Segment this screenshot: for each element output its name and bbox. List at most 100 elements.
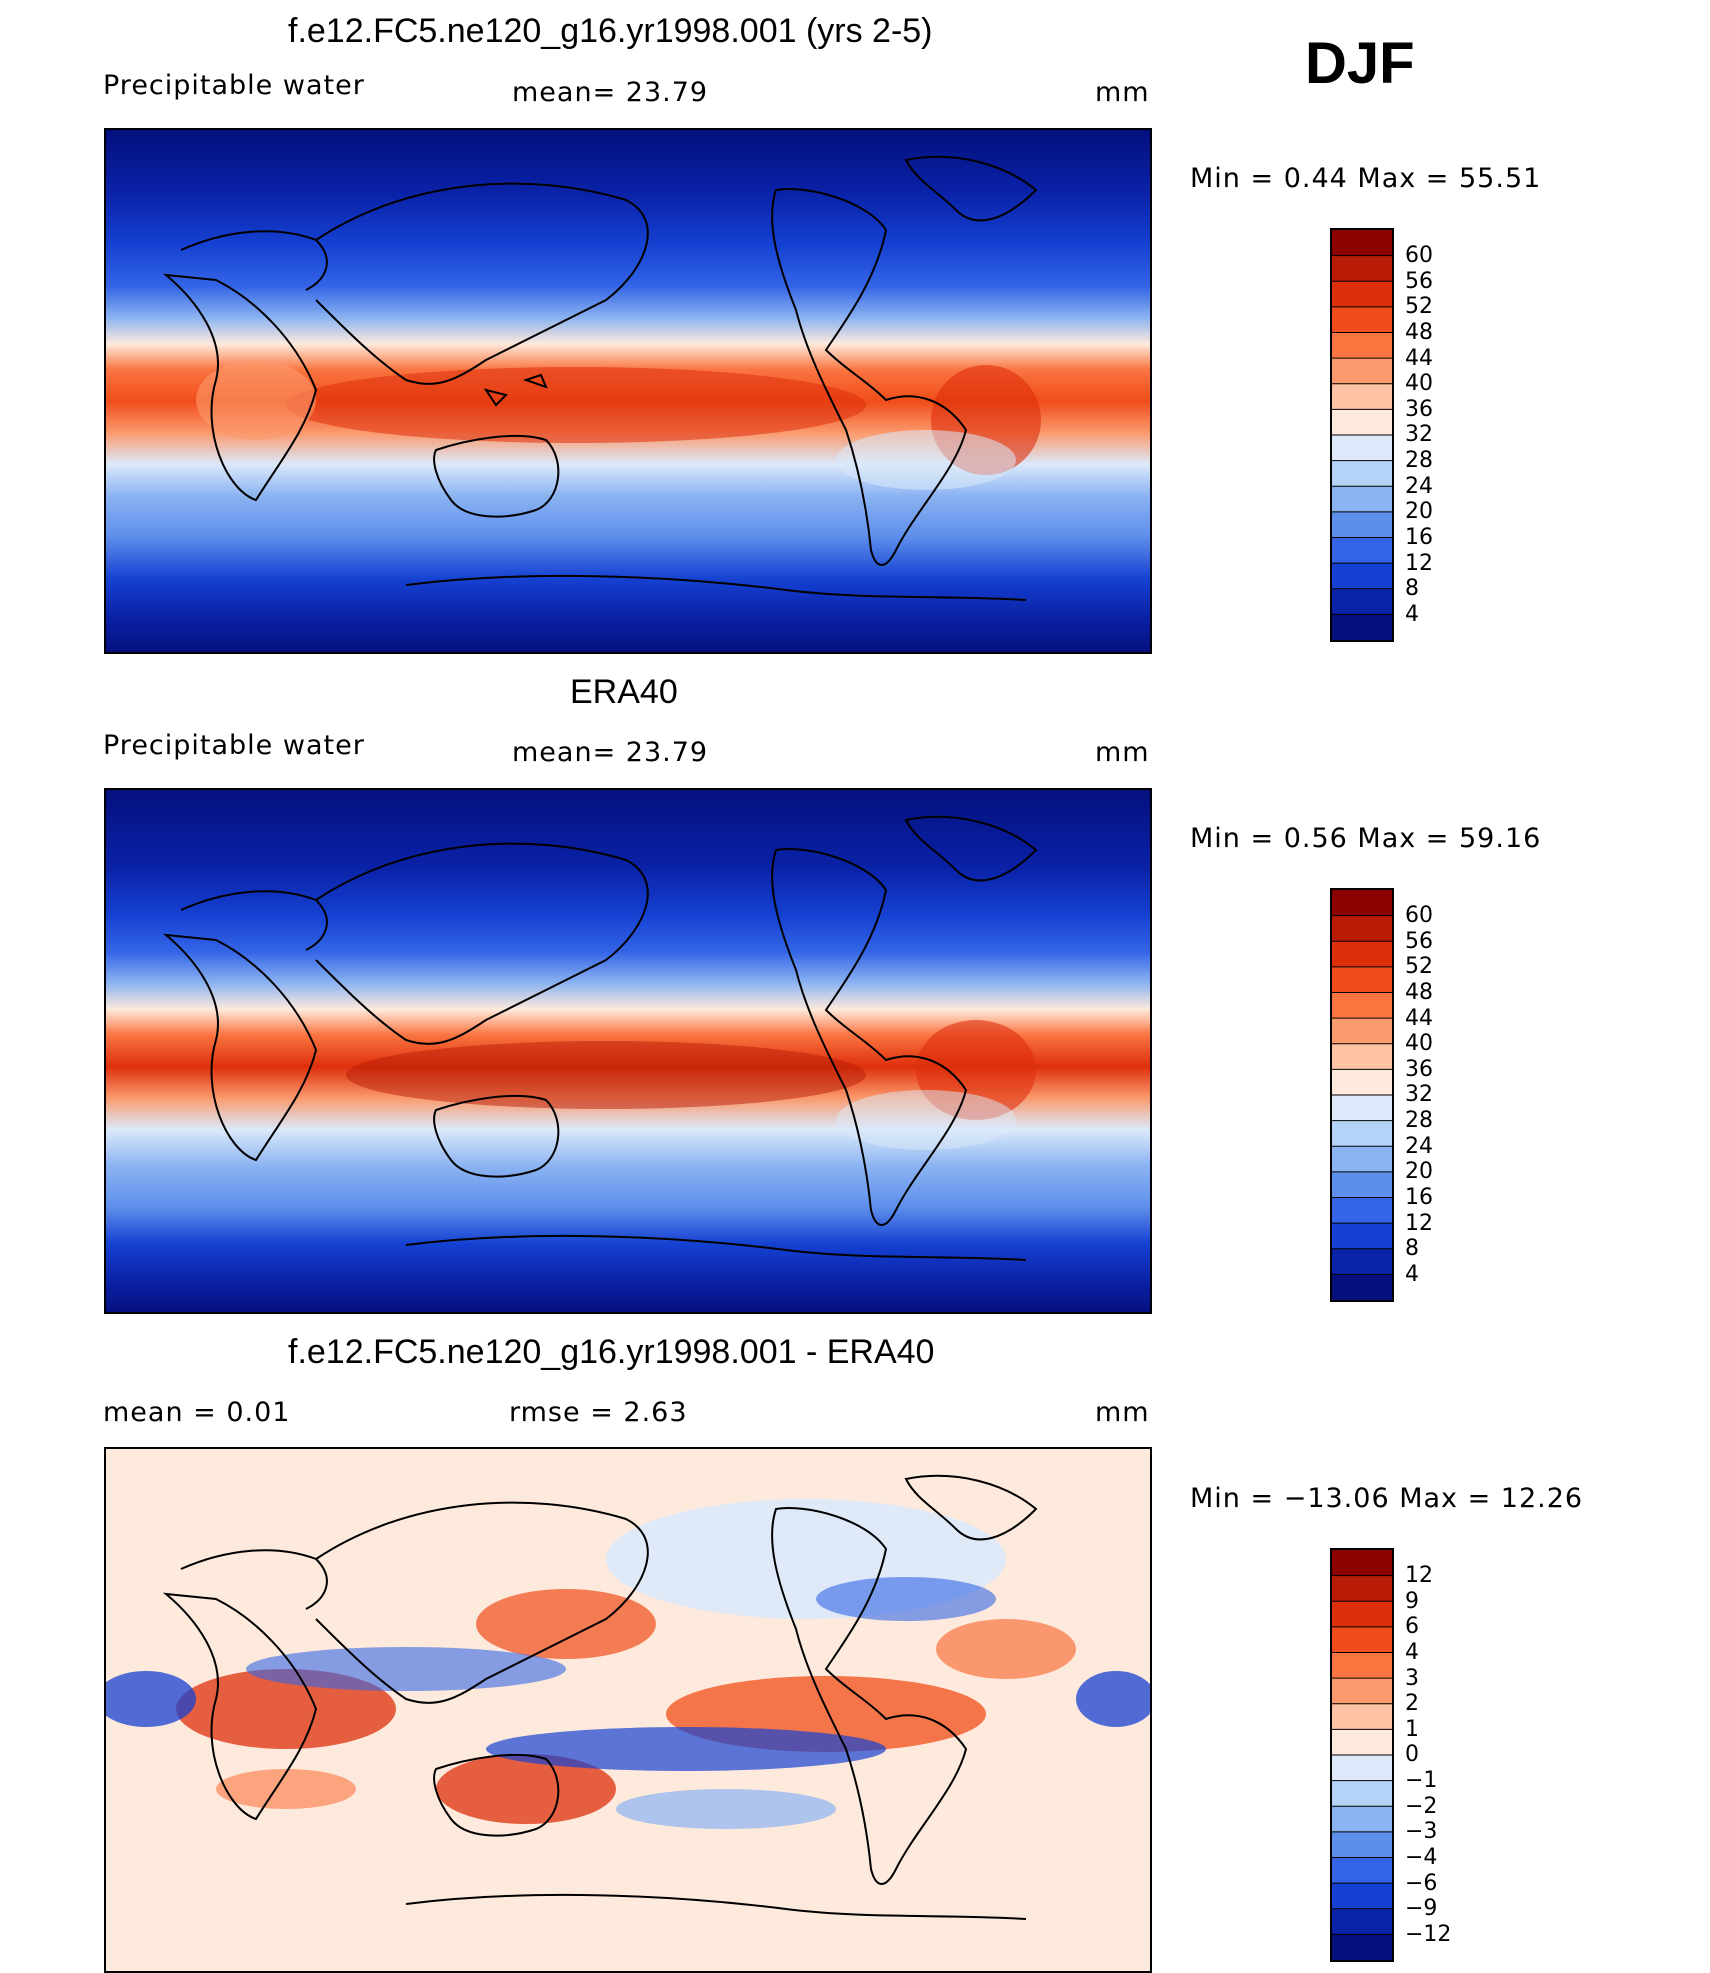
panel2-variable: Precipitable water xyxy=(103,730,365,761)
panel2-title: ERA40 xyxy=(570,673,678,711)
colorbar-label: −4 xyxy=(1405,1844,1438,1870)
colorbar-swatch xyxy=(1332,890,1392,917)
colorbar-label: 56 xyxy=(1405,928,1433,954)
panel2-mean: mean= 23.79 xyxy=(512,737,709,768)
colorbar-swatch xyxy=(1332,1755,1392,1782)
colorbar-label: 24 xyxy=(1405,1133,1433,1159)
colorbar-swatch xyxy=(1332,966,1392,993)
colorbar-label: 1 xyxy=(1405,1716,1419,1742)
colorbar-label: 12 xyxy=(1405,550,1433,576)
colorbar-swatch xyxy=(1332,1248,1392,1275)
panel1-units: mm xyxy=(1095,77,1150,108)
colorbar-swatch xyxy=(1332,1857,1392,1884)
colorbar-label: 4 xyxy=(1405,1639,1419,1665)
colorbar-swatch xyxy=(1332,941,1392,968)
colorbar-label: 24 xyxy=(1405,473,1433,499)
colorbar-swatch xyxy=(1332,1883,1392,1910)
colorbar-label: 20 xyxy=(1405,499,1433,525)
colorbar-swatch xyxy=(1332,1626,1392,1653)
colorbar-swatch xyxy=(1332,486,1392,513)
colorbar-swatch xyxy=(1332,1831,1392,1858)
colorbar-label: 3 xyxy=(1405,1665,1419,1691)
colorbar-swatch xyxy=(1332,1043,1392,1070)
colorbar-label: 6 xyxy=(1405,1614,1419,1640)
colorbar-swatch xyxy=(1332,1018,1392,1045)
colorbar-label: 2 xyxy=(1405,1691,1419,1717)
panel2-map xyxy=(104,788,1152,1314)
colorbar-label: −9 xyxy=(1405,1896,1438,1922)
panel3-mean: mean = 0.01 xyxy=(103,1397,291,1428)
colorbar-label: 60 xyxy=(1405,243,1433,268)
colorbar-swatch xyxy=(1332,1171,1392,1198)
colorbar-swatch xyxy=(1332,255,1392,282)
colorbar-swatch xyxy=(1332,1780,1392,1807)
colorbar-swatch xyxy=(1332,332,1392,359)
panel3-map xyxy=(104,1447,1152,1973)
colorbar-swatch xyxy=(1332,1934,1392,1960)
colorbar-swatch xyxy=(1332,588,1392,615)
colorbar-swatch xyxy=(1332,1146,1392,1173)
colorbar-label: 48 xyxy=(1405,319,1433,345)
colorbar-label: 40 xyxy=(1405,371,1433,397)
colorbar-swatch xyxy=(1332,1274,1392,1300)
colorbar-swatch xyxy=(1332,358,1392,385)
colorbar-swatch xyxy=(1332,1703,1392,1730)
colorbar-swatch xyxy=(1332,1069,1392,1096)
panel1-colorbar xyxy=(1330,228,1394,642)
panel2-colorbar xyxy=(1330,888,1394,1302)
colorbar-label: −12 xyxy=(1405,1921,1452,1947)
colorbar-swatch xyxy=(1332,460,1392,487)
colorbar-swatch xyxy=(1332,435,1392,462)
colorbar-swatch xyxy=(1332,511,1392,538)
colorbar-swatch xyxy=(1332,1678,1392,1705)
panel2-units: mm xyxy=(1095,737,1150,768)
colorbar-swatch xyxy=(1332,992,1392,1019)
colorbar-swatch xyxy=(1332,306,1392,333)
colorbar-label: 52 xyxy=(1405,294,1433,320)
panel3-units: mm xyxy=(1095,1397,1150,1428)
colorbar-label: 44 xyxy=(1405,345,1433,371)
colorbar-swatch xyxy=(1332,1806,1392,1833)
colorbar-swatch xyxy=(1332,1197,1392,1224)
colorbar-label: −2 xyxy=(1405,1793,1438,1819)
colorbar-swatch xyxy=(1332,614,1392,640)
colorbar-swatch xyxy=(1332,281,1392,308)
colorbar-label: 28 xyxy=(1405,448,1433,473)
panel1-minmax: Min = 0.44 Max = 55.51 xyxy=(1190,163,1542,194)
panel2-minmax: Min = 0.56 Max = 59.16 xyxy=(1190,823,1542,854)
colorbar-label: −6 xyxy=(1405,1870,1438,1896)
colorbar-label: 28 xyxy=(1405,1108,1433,1133)
colorbar-label: 32 xyxy=(1405,1082,1433,1108)
colorbar-label: 44 xyxy=(1405,1005,1433,1031)
panel1-mean: mean= 23.79 xyxy=(512,77,709,108)
colorbar-label: 8 xyxy=(1405,1236,1419,1262)
colorbar-swatch xyxy=(1332,915,1392,942)
colorbar-label: 8 xyxy=(1405,576,1419,602)
panel3-colorbar xyxy=(1330,1548,1394,1962)
colorbar-label: 36 xyxy=(1405,1056,1433,1082)
colorbar-swatch xyxy=(1332,1120,1392,1147)
colorbar-label: 16 xyxy=(1405,524,1433,550)
colorbar-label: 20 xyxy=(1405,1159,1433,1185)
colorbar-label: 36 xyxy=(1405,396,1433,422)
colorbar-swatch xyxy=(1332,230,1392,257)
colorbar-label: 52 xyxy=(1405,954,1433,980)
panel1-map xyxy=(104,128,1152,654)
colorbar-swatch xyxy=(1332,1550,1392,1577)
colorbar-swatch xyxy=(1332,1652,1392,1679)
colorbar-label: 60 xyxy=(1405,903,1433,928)
colorbar-label: −3 xyxy=(1405,1819,1438,1845)
colorbar-swatch xyxy=(1332,1601,1392,1628)
panel3-rmse: rmse = 2.63 xyxy=(509,1397,688,1428)
colorbar-swatch xyxy=(1332,1729,1392,1756)
panel3-minmax: Min = −13.06 Max = 12.26 xyxy=(1190,1483,1584,1514)
colorbar-swatch xyxy=(1332,1095,1392,1122)
colorbar-label: 4 xyxy=(1405,601,1419,627)
colorbar-swatch xyxy=(1332,537,1392,564)
colorbar-swatch xyxy=(1332,1223,1392,1250)
colorbar-swatch xyxy=(1332,563,1392,590)
colorbar-swatch xyxy=(1332,409,1392,436)
colorbar-label: 12 xyxy=(1405,1563,1433,1588)
colorbar-label: 4 xyxy=(1405,1261,1419,1287)
colorbar-swatch xyxy=(1332,1908,1392,1935)
